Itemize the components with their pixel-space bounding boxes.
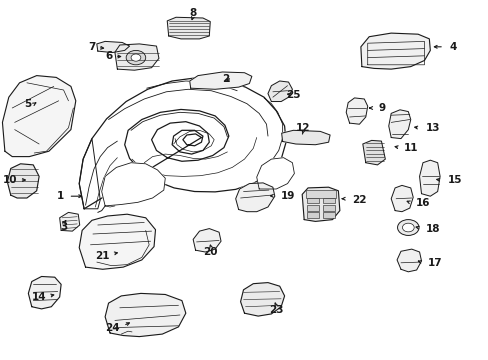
Polygon shape xyxy=(419,160,439,196)
Polygon shape xyxy=(360,33,429,69)
Text: 14: 14 xyxy=(32,292,46,302)
Polygon shape xyxy=(396,249,421,272)
Text: 22: 22 xyxy=(351,195,366,205)
Circle shape xyxy=(402,223,413,232)
Polygon shape xyxy=(240,283,284,316)
Polygon shape xyxy=(97,41,129,53)
Text: 13: 13 xyxy=(425,123,439,133)
Polygon shape xyxy=(388,110,410,139)
Polygon shape xyxy=(281,130,329,145)
Text: 19: 19 xyxy=(281,191,295,201)
Text: 11: 11 xyxy=(403,143,417,153)
Text: 23: 23 xyxy=(268,305,283,315)
Bar xyxy=(306,198,319,203)
Text: 20: 20 xyxy=(203,247,217,257)
Polygon shape xyxy=(79,76,287,209)
Polygon shape xyxy=(102,163,165,206)
Bar xyxy=(323,212,335,218)
Polygon shape xyxy=(79,78,285,209)
Polygon shape xyxy=(167,17,210,39)
Text: 24: 24 xyxy=(105,323,120,333)
Bar xyxy=(306,205,319,211)
Circle shape xyxy=(126,50,145,65)
Text: 17: 17 xyxy=(427,258,442,268)
Bar xyxy=(323,205,335,211)
Polygon shape xyxy=(115,44,159,70)
Bar xyxy=(306,212,319,218)
Bar xyxy=(306,191,319,196)
Text: 10: 10 xyxy=(2,175,17,185)
Text: 18: 18 xyxy=(425,224,439,234)
Polygon shape xyxy=(79,214,155,269)
Text: 3: 3 xyxy=(60,222,67,232)
Polygon shape xyxy=(362,140,385,165)
Polygon shape xyxy=(189,72,251,89)
Polygon shape xyxy=(60,212,80,231)
Circle shape xyxy=(131,54,141,61)
Text: 1: 1 xyxy=(56,191,63,201)
Text: 16: 16 xyxy=(415,198,429,208)
Text: 25: 25 xyxy=(285,90,300,100)
Text: 15: 15 xyxy=(447,175,461,185)
Polygon shape xyxy=(256,158,294,189)
Polygon shape xyxy=(7,164,39,198)
Text: 7: 7 xyxy=(88,42,95,52)
Text: 21: 21 xyxy=(95,251,110,261)
Bar xyxy=(323,191,335,196)
Text: 5: 5 xyxy=(24,99,32,109)
Text: 12: 12 xyxy=(295,123,310,133)
Polygon shape xyxy=(302,187,339,221)
Bar xyxy=(323,198,335,203)
Text: 2: 2 xyxy=(222,74,229,84)
Circle shape xyxy=(397,220,418,235)
Polygon shape xyxy=(2,76,76,157)
Polygon shape xyxy=(105,293,185,337)
Text: 4: 4 xyxy=(449,42,456,52)
Polygon shape xyxy=(235,183,274,212)
Text: 6: 6 xyxy=(105,51,112,61)
Polygon shape xyxy=(79,139,100,209)
Polygon shape xyxy=(390,185,412,212)
Bar xyxy=(305,190,335,198)
Text: 8: 8 xyxy=(189,8,196,18)
Polygon shape xyxy=(193,229,221,252)
Polygon shape xyxy=(346,98,367,124)
Text: 9: 9 xyxy=(378,103,386,113)
Polygon shape xyxy=(28,276,61,309)
Polygon shape xyxy=(267,81,292,102)
